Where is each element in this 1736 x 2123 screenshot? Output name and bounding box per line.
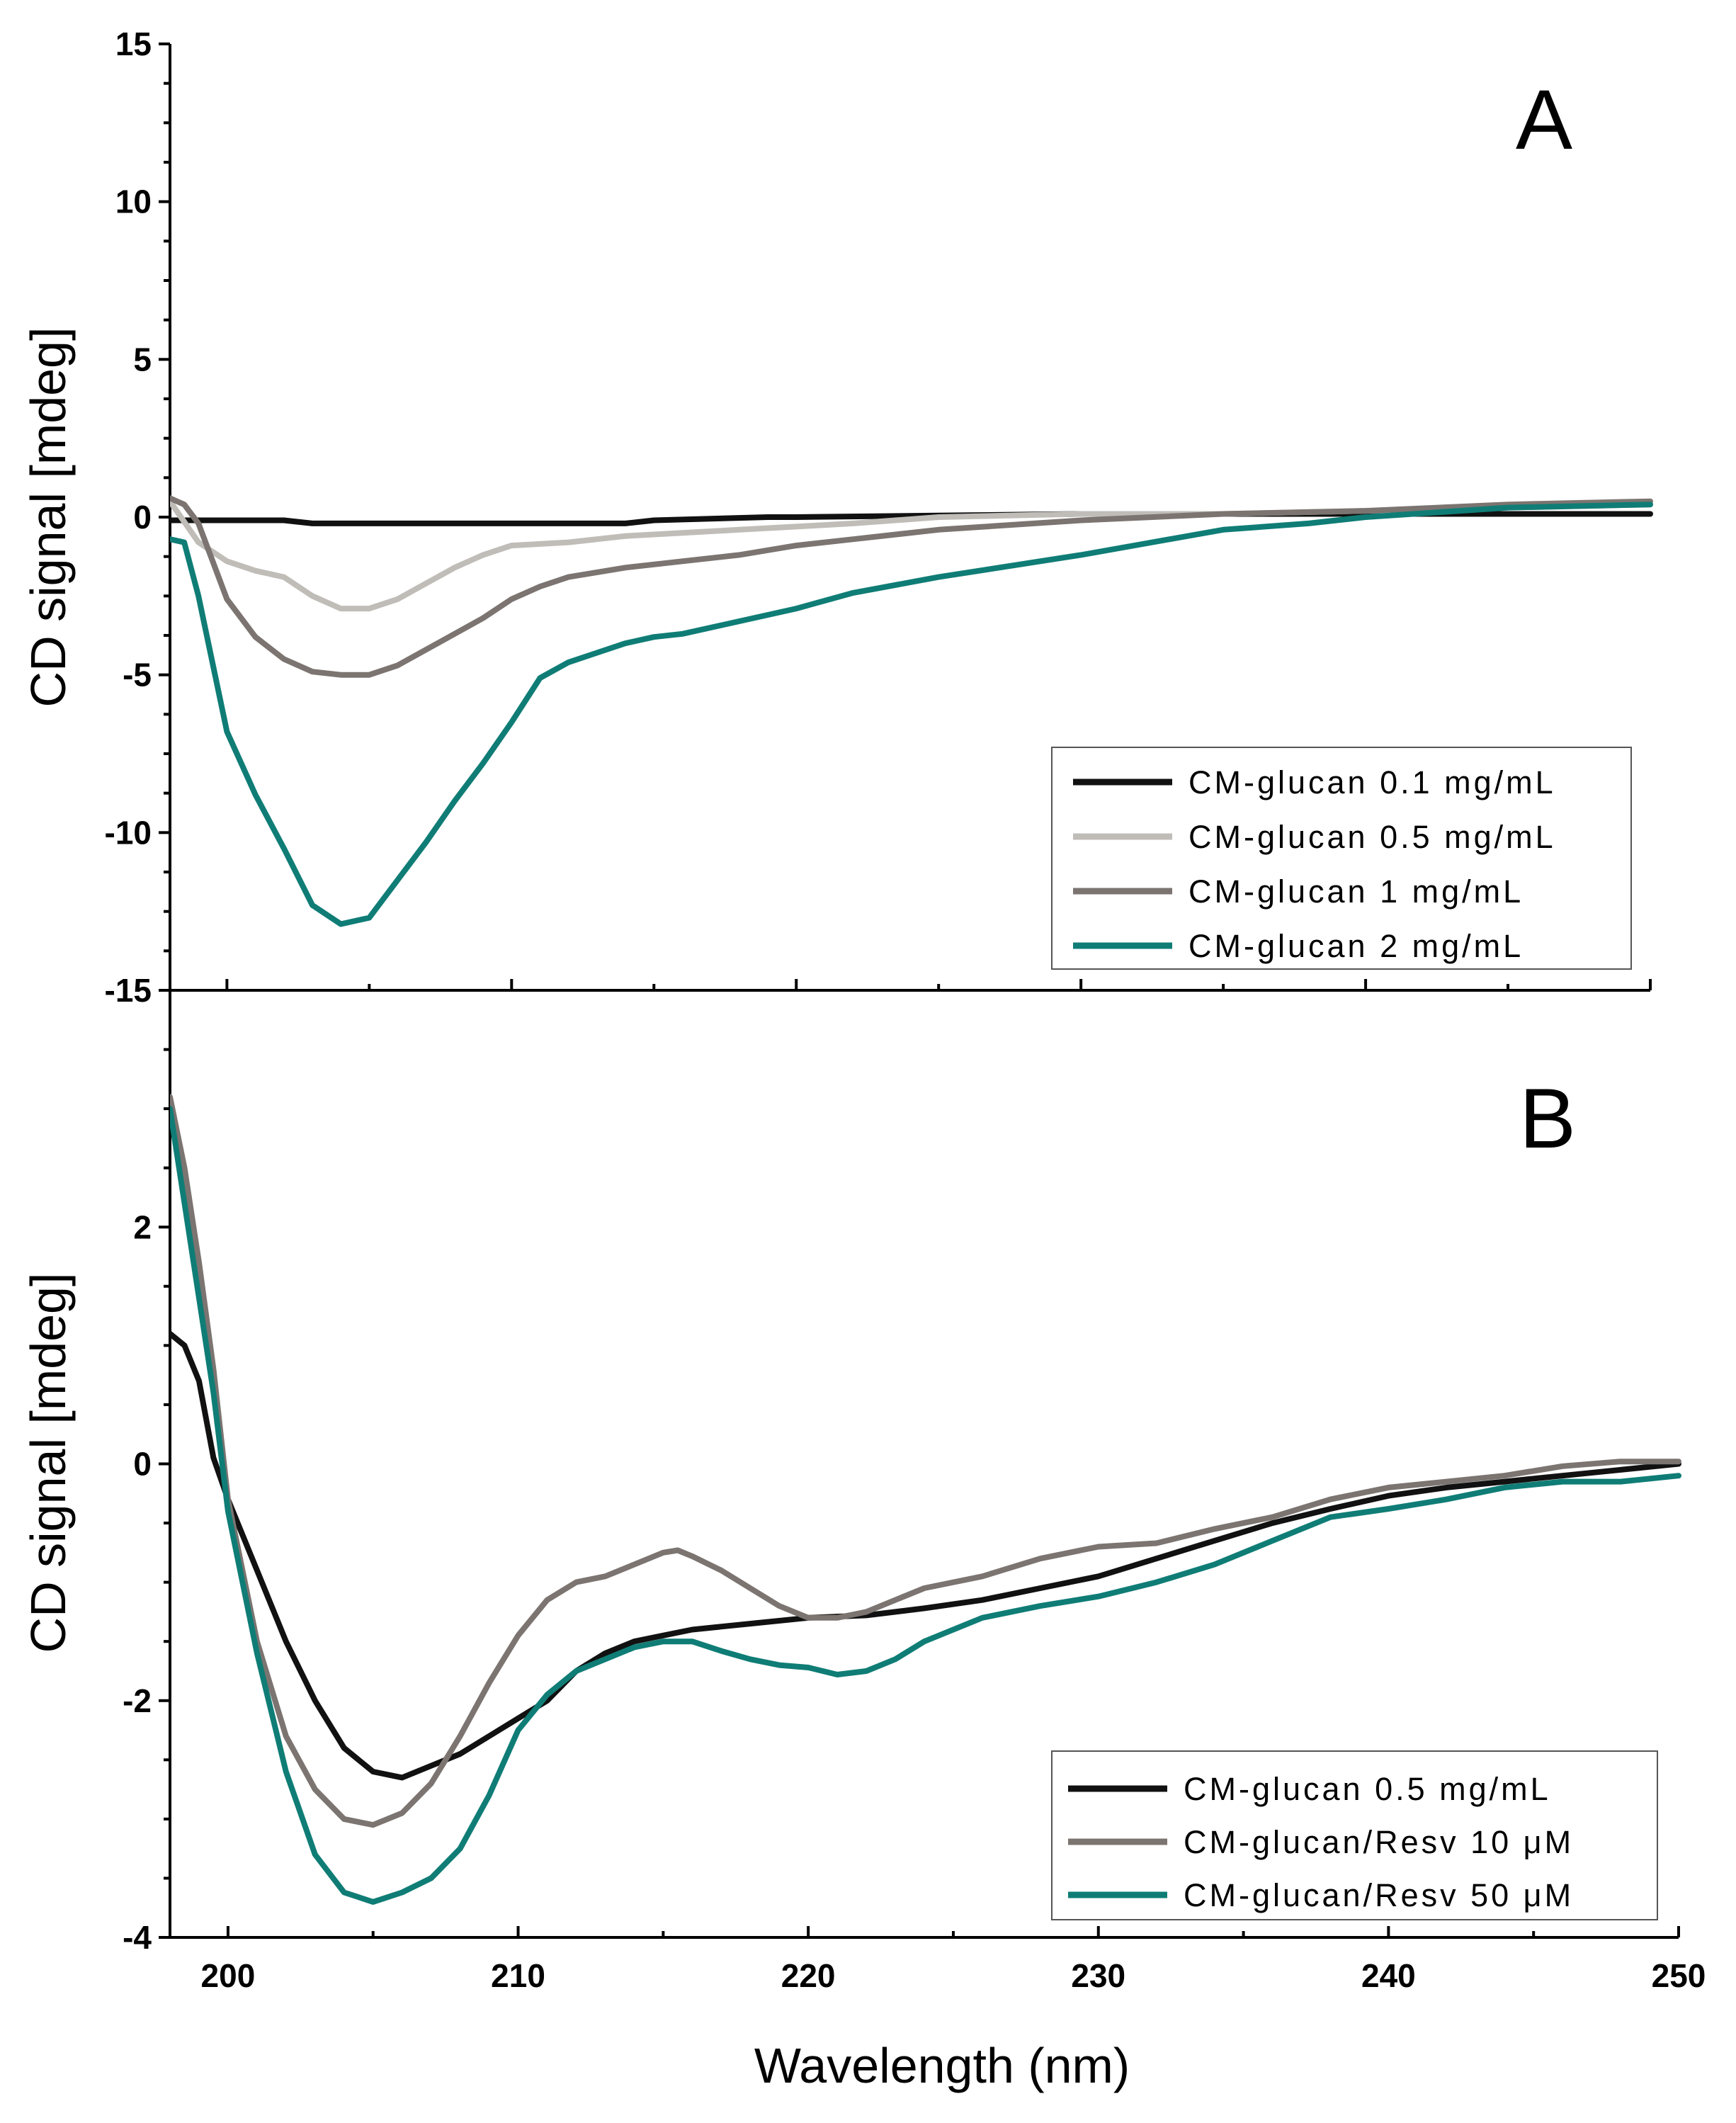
- panel-b-legend-items: CM-glucan 0.5 mg/mL CM-glucan/Resv 10 μM C…: [1068, 1771, 1574, 1913]
- panel-a-y-tick-label: 10: [115, 183, 152, 220]
- x-tick-label: 220: [781, 1957, 836, 1994]
- panel-a-y-tick-label: -10: [105, 814, 152, 851]
- panel-b-series-line-3: [170, 1106, 1681, 1905]
- legend-label: CM-glucan/Resv 10 μM: [1184, 1824, 1574, 1860]
- legend-label: CM-glucan 0.5 mg/mL: [1188, 819, 1556, 855]
- panel-a-legend: CM-glucan 0.1 mg/mL CM-glucan 0.5 mg/mL CM…: [1051, 747, 1632, 970]
- panel-b-y-tick-label: 2: [133, 1208, 152, 1245]
- x-axis-title: Wavelength (nm): [754, 2038, 1130, 2093]
- panel-b-series-line-1: [170, 1330, 1681, 1781]
- panel-a-y-tick-label: 5: [133, 341, 152, 378]
- panel-a-y-axis-title: CD signal [mdeg]: [21, 327, 76, 708]
- x-tick-label: 200: [201, 1957, 256, 1994]
- panel-a-y-tick-label: 15: [115, 26, 152, 62]
- panel-b-series-line-2: [170, 1094, 1681, 1828]
- panel-b-legend: CM-glucan 0.5 mg/mL CM-glucan/Resv 10 μM C…: [1051, 1750, 1658, 1920]
- panel-b-y-tick-label: 0: [133, 1446, 152, 1483]
- panel-a-letter: A: [1516, 72, 1572, 167]
- x-tick-label: 230: [1071, 1957, 1125, 1994]
- panel-a-y-tick-label: -15: [105, 972, 152, 1009]
- panel-b-y-axis-title: CD signal [mdeg]: [21, 1273, 76, 1653]
- legend-label: CM-glucan 0.5 mg/mL: [1184, 1771, 1551, 1807]
- panel-b-letter: B: [1519, 1071, 1576, 1166]
- panel-a-ticks: -15 -10 -5 0 5 10 15: [105, 26, 1652, 1009]
- panel-b-y-tick-label: -4: [123, 1919, 152, 1956]
- panel-b-y-tick-label: -2: [123, 1682, 152, 1719]
- panel-a-series: [170, 495, 1653, 927]
- panel-a-series-line-3: [170, 495, 1653, 678]
- legend-label: CM-glucan 0.1 mg/mL: [1188, 764, 1556, 800]
- x-tick-label: 250: [1652, 1957, 1706, 1994]
- legend-label: CM-glucan 1 mg/mL: [1188, 873, 1524, 910]
- panel-a-series-line-4: [170, 502, 1653, 927]
- panel-b: -4 -2 0 2 200 210 220 230 240 250 B CD signal [md…: [21, 989, 1706, 2093]
- x-tick-label: 210: [491, 1957, 545, 1994]
- panel-a-series-line-2: [170, 498, 1653, 612]
- panel-b-series: [170, 1094, 1681, 1905]
- legend-label: CM-glucan/Resv 50 μM: [1184, 1877, 1574, 1913]
- panel-b-ticks: -4 -2 0 2 200 210 220 230 240 250: [123, 989, 1706, 1994]
- panel-a-y-tick-label: -5: [123, 657, 152, 693]
- x-tick-label: 240: [1361, 1957, 1416, 1994]
- panel-b-legend-box: [1051, 1750, 1658, 1920]
- panel-a-legend-items: CM-glucan 0.1 mg/mL CM-glucan 0.5 mg/mL CM…: [1073, 764, 1556, 964]
- panel-a: -15 -10 -5 0 5 10 15 A CD signal [mdeg] CM-glu…: [21, 26, 1653, 1009]
- legend-label: CM-glucan 2 mg/mL: [1188, 928, 1524, 964]
- panel-a-y-tick-label: 0: [133, 499, 152, 536]
